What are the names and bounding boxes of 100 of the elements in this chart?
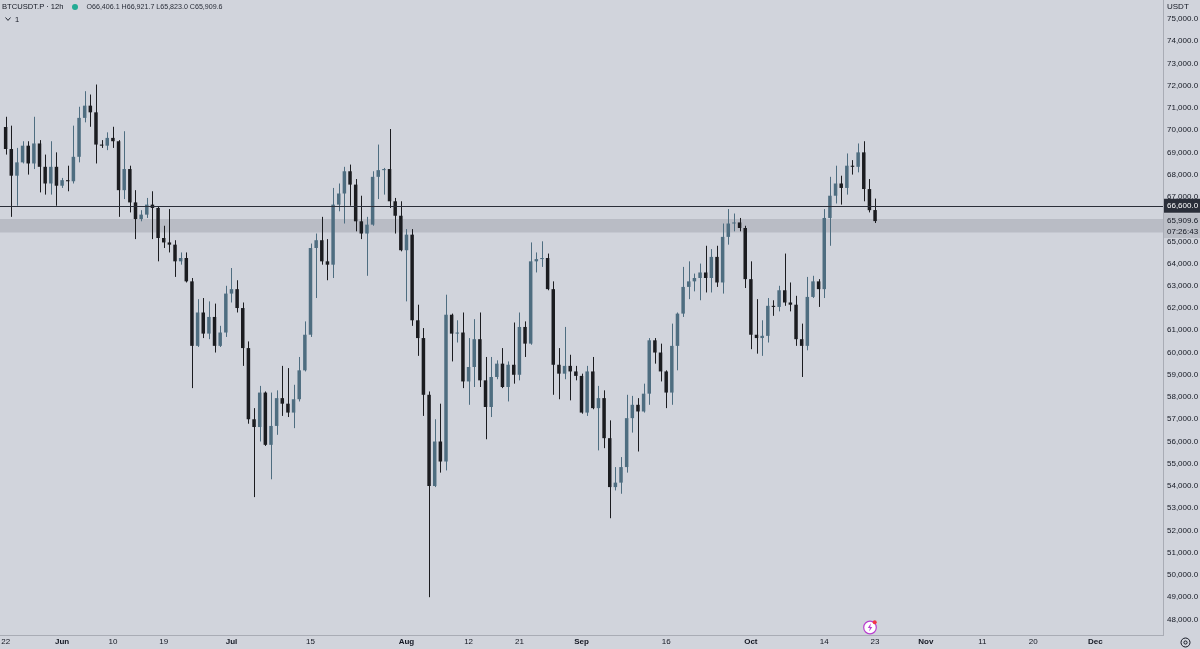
y-tick-label: 56,000.0: [1167, 436, 1199, 446]
candlestick: [252, 407, 256, 498]
y-tick-label: 50,000.0: [1167, 570, 1199, 580]
x-tick-label: 11: [978, 637, 988, 646]
candlestick: [557, 347, 561, 400]
x-tick-label: 16: [661, 637, 672, 646]
x-tick-label: Aug: [398, 637, 415, 646]
candlestick: [280, 365, 285, 417]
candlestick: [416, 304, 420, 357]
x-tick-label: 12: [464, 637, 474, 646]
x-tick-label: Jun: [54, 637, 70, 646]
candlestick: [540, 240, 544, 268]
candlestick: [365, 216, 369, 277]
candlestick: [687, 260, 691, 300]
candlestick: [320, 216, 324, 266]
candlestick: [839, 175, 843, 206]
candlestick: [111, 126, 115, 149]
candlestick: [495, 359, 499, 380]
x-tick-label: 14: [819, 637, 830, 646]
y-axis-title: USDT: [1167, 2, 1189, 11]
y-tick-label: 52,000.0: [1167, 525, 1199, 535]
y-tick-label: 74,000.0: [1167, 36, 1199, 46]
candlestick: [376, 144, 381, 200]
y-tick-label: 53,000.0: [1167, 503, 1199, 513]
candlestick: [653, 337, 657, 365]
candlestick: [873, 198, 877, 224]
y-tick-label: 59,000.0: [1167, 369, 1199, 379]
candlestick: [229, 267, 234, 303]
y-tick-label: 49,000.0: [1167, 592, 1199, 602]
candlestick: [856, 142, 860, 173]
candlestick: [145, 197, 149, 219]
candlestick: [619, 456, 623, 495]
y-tick-label: 51,000.0: [1167, 547, 1199, 557]
text: 07:26:43: [1167, 226, 1199, 236]
candlestick: [833, 165, 838, 205]
candlestick: [393, 197, 397, 235]
candlestick: [828, 176, 832, 247]
candlestick: [636, 397, 640, 453]
candlestick: [845, 152, 849, 196]
x-tick-label: 20: [1028, 637, 1039, 646]
candlestick: [512, 322, 516, 385]
candlestick: [314, 233, 318, 299]
y-tick-label: 71,000.0: [1167, 103, 1199, 113]
candlestick: [207, 300, 211, 340]
y-tick-label: 68,000.0: [1167, 169, 1199, 179]
candlestick: [32, 116, 36, 170]
y-tick-label: 75,000.0: [1167, 14, 1199, 24]
candlestick: [348, 164, 352, 207]
candlestick: [788, 281, 793, 312]
x-tick-label: Dec: [1087, 637, 1104, 646]
candlestick: [760, 319, 764, 357]
candlestick: [438, 403, 443, 474]
candlestick: [523, 320, 527, 358]
y-tick-label: 67,000.0: [1167, 192, 1199, 202]
candlestick: [49, 140, 53, 196]
candlestick: [811, 275, 815, 299]
candlestick: [777, 285, 781, 312]
ref-line-label: 66,600.0: [1167, 201, 1199, 211]
x-tick-label: Nov: [918, 637, 934, 646]
candlestick: [235, 279, 239, 313]
candlestick: [382, 167, 386, 196]
y-tick-label: 55,000.0: [1167, 458, 1199, 468]
y-tick-label: 65,000.0: [1167, 236, 1199, 246]
candlestick: [43, 154, 47, 196]
y-tick-label: 69,000.0: [1167, 147, 1199, 157]
candlestick: [167, 208, 172, 253]
candlestick: [799, 323, 804, 378]
y-tick-label: 58,000.0: [1167, 392, 1199, 402]
x-tick-label: 21: [514, 637, 525, 646]
candlestick: [26, 140, 30, 176]
candlestick: [359, 195, 364, 240]
candlestick: [218, 325, 222, 348]
x-tick-label: 22: [1, 637, 11, 646]
x-tick-label: Oct: [744, 637, 758, 646]
x-tick-label: Sep: [574, 637, 589, 646]
x-tick-label: 15: [306, 637, 316, 646]
candlestick: [664, 369, 668, 409]
y-tick-label: 54,000.0: [1167, 481, 1199, 491]
y-tick-label: 62,000.0: [1167, 303, 1199, 313]
y-tick-label: 64,000.0: [1167, 258, 1199, 268]
y-tick-label: 73,000.0: [1167, 58, 1199, 68]
candlestick: [286, 367, 290, 418]
y-tick-label: 60,000.0: [1167, 347, 1199, 357]
y-tick-label: 72,000.0: [1167, 80, 1199, 90]
candlestick: [122, 130, 126, 200]
y-tick-label: 48,000.0: [1167, 614, 1199, 624]
candlestick: [201, 297, 205, 339]
candlestick: [269, 392, 273, 480]
y-tick-label: 63,000.0: [1167, 281, 1199, 291]
x-tick-label: 23: [870, 637, 881, 646]
candlestick: [703, 245, 708, 293]
candlestick: [568, 354, 572, 401]
y-tick-label: 70,000.0: [1167, 125, 1199, 135]
x-tick-label: 19: [159, 637, 169, 646]
y-tick-label: 57,000.0: [1167, 414, 1199, 424]
candlestick: [15, 147, 19, 207]
candlestick: [325, 238, 330, 281]
x-tick-label: 10: [108, 637, 118, 646]
y-tick-label: 61,000.0: [1167, 325, 1199, 335]
x-tick-label: Jul: [225, 637, 238, 646]
